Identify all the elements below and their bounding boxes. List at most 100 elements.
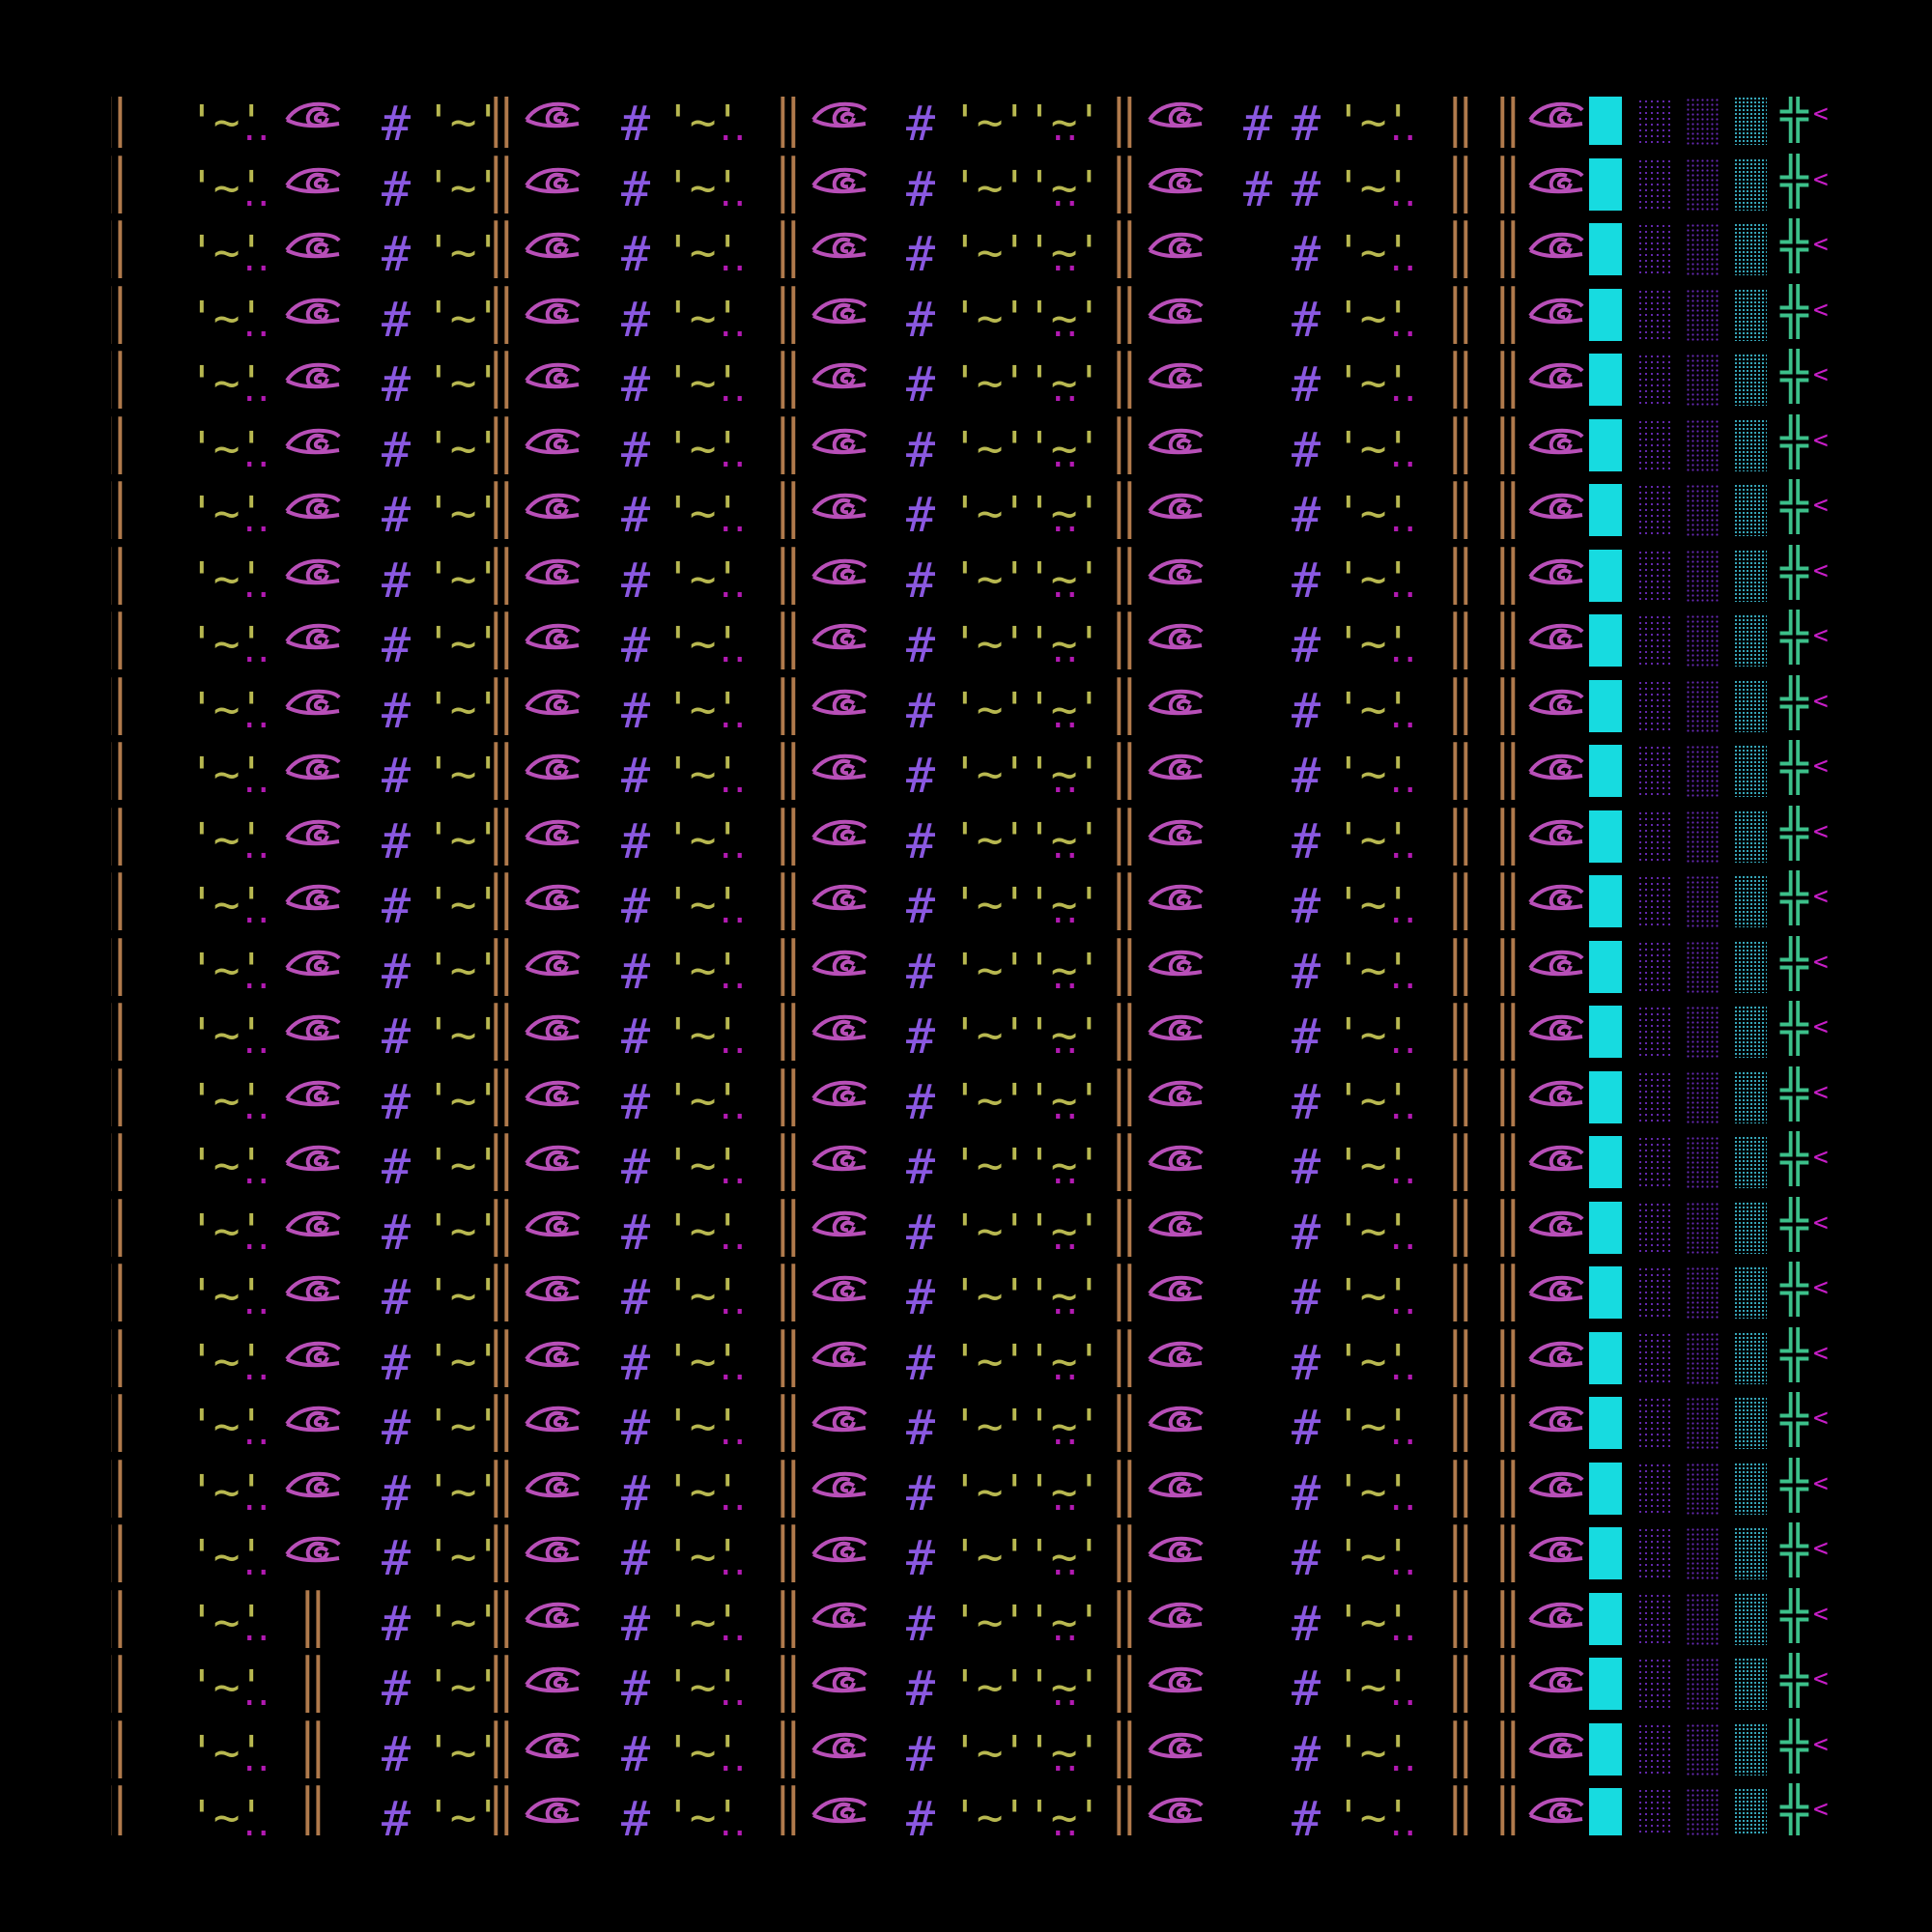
double-bar-icon: ‖ [1111,340,1138,410]
hash-icon: # [1292,421,1321,478]
tilde-glyph: '~' [188,1334,265,1387]
purple-dot-block [1637,745,1670,797]
cross-icon: ╬ [1780,1197,1808,1252]
eye-icon [811,1714,867,1779]
double-bar-icon: ‖ [488,1775,515,1835]
tilde-glyph: '~' [188,356,265,409]
tilde-glyph: '~' [665,356,741,409]
hash-icon: # [621,1595,651,1652]
eye-icon [285,1062,341,1127]
eye-icon [285,670,341,736]
arrow-left-icon: < [1813,752,1829,781]
hash-icon: # [382,552,412,609]
glyph-row: ‖'~'..‖#'~'‖#'~'..‖#'~''~'..‖#'~'..‖‖╬< [111,1710,1840,1781]
double-bar-icon: ‖ [775,470,802,540]
tilde-glyph: '~' [425,97,501,148]
tilde-glyph: '~' [665,812,741,866]
double-bar-icon: ‖ [1111,862,1138,931]
hash-icon: # [621,97,651,152]
purple-dot-block [1686,157,1719,211]
tilde-glyph: '~' [1335,97,1411,148]
hash-icon: # [621,943,651,1000]
hash-icon: # [906,1725,936,1782]
double-bar-icon: ‖ [111,267,128,352]
double-bar-icon: ‖ [775,145,802,213]
hash-icon: # [906,1073,936,1130]
tilde-glyph: '~' [188,1139,265,1191]
eye-icon [1528,474,1584,540]
cyan-block [1589,1136,1622,1188]
eye-icon [285,213,341,279]
eye-icon [285,996,341,1062]
eye-icon [1148,670,1204,736]
double-bar-icon: ‖ [111,463,128,548]
arrow-left-icon: < [1813,295,1829,325]
double-bar-icon: ‖ [488,927,515,996]
double-bar-icon: ‖ [111,1636,128,1721]
cross-icon: ╬ [1780,1654,1808,1708]
double-bar-icon: ‖ [1447,731,1474,801]
glyph-row: ‖'~'..#'~'‖#'~'..‖#'~''~'..‖#'~'..‖‖╬< [111,863,1840,934]
double-bar-icon: ‖ [111,202,128,287]
tilde-glyph: '~''~' [952,356,1102,409]
eye-icon [285,1518,341,1583]
double-bar-icon: ‖ [1447,667,1474,735]
double-bar-icon: ‖ [1111,1644,1138,1714]
purple-dot-block [1637,1331,1670,1384]
arrow-left-icon: < [1813,1143,1829,1172]
double-bar-icon: ‖ [1494,1644,1521,1714]
cross-icon: ╬ [1780,611,1808,665]
cyan-dot-block [1734,810,1767,863]
eye-icon [1148,344,1204,410]
eye-icon [811,1518,867,1583]
tilde-glyph: '~' [1335,291,1411,344]
glyph-row: ‖'~'..#'~'‖#'~'..‖#'~''~'..‖##'~'..‖‖╬< [111,97,1840,152]
eye-icon [1148,149,1204,214]
cross-icon: ╬ [1780,350,1808,404]
double-bar-icon: ‖ [1494,275,1521,344]
double-bar-icon: ‖ [488,797,515,866]
eye-icon [1148,1518,1204,1583]
purple-dot-block [1637,810,1670,863]
purple-dot-block [1686,810,1719,863]
hash-icon: # [906,1139,936,1195]
cyan-block [1589,418,1622,471]
double-bar-icon: ‖ [111,854,128,939]
double-bar-icon: ‖ [775,406,802,474]
double-bar-icon: ‖ [1447,1319,1474,1387]
tilde-glyph: '~' [1335,617,1411,669]
eye-icon [285,279,341,345]
tilde-glyph: '~''~' [952,1269,1102,1321]
glyph-row: ‖'~'..‖#'~'‖#'~'..‖#'~''~'..‖#'~'..‖‖╬< [111,1645,1840,1717]
eye-icon [525,670,581,736]
eye-icon [525,279,581,345]
eye-icon [1528,97,1584,149]
double-bar-icon: ‖ [1494,210,1521,279]
hash-icon: # [621,356,651,412]
double-bar-icon: ‖ [488,1383,515,1453]
hash-icon: # [1292,617,1321,673]
cross-icon: ╬ [1780,1784,1808,1835]
tilde-glyph: '~' [1335,487,1411,539]
double-bar-icon: ‖ [775,1188,802,1257]
arrow-left-icon: < [1813,1729,1829,1759]
double-bar-icon: ‖ [775,210,802,279]
double-bar-icon: ‖ [1111,406,1138,474]
cross-icon: ╬ [1780,1002,1808,1056]
tilde-glyph: '~''~' [952,487,1102,539]
tilde-glyph: '~' [425,160,501,213]
double-bar-icon: ‖ [1447,406,1474,474]
purple-dot-block [1637,1070,1670,1123]
double-bar-icon: ‖ [1111,1188,1138,1257]
double-bar-icon: ‖ [1447,536,1474,605]
double-bar-icon: ‖ [488,731,515,801]
eye-icon [1148,97,1204,149]
cyan-block [1589,614,1622,667]
hash-icon: # [382,812,412,869]
double-bar-icon: ‖ [1111,536,1138,605]
glyph-row: ‖'~'..‖#'~'‖#'~'..‖#'~''~'..‖#'~'..‖‖╬< [111,1776,1840,1835]
glyph-row: ‖'~'..#'~'‖#'~'..‖#'~''~'..‖#'~'..‖‖╬< [111,275,1840,347]
eye-icon [811,801,867,867]
tilde-glyph: '~''~' [952,617,1102,669]
hash-icon: # [621,1269,651,1325]
